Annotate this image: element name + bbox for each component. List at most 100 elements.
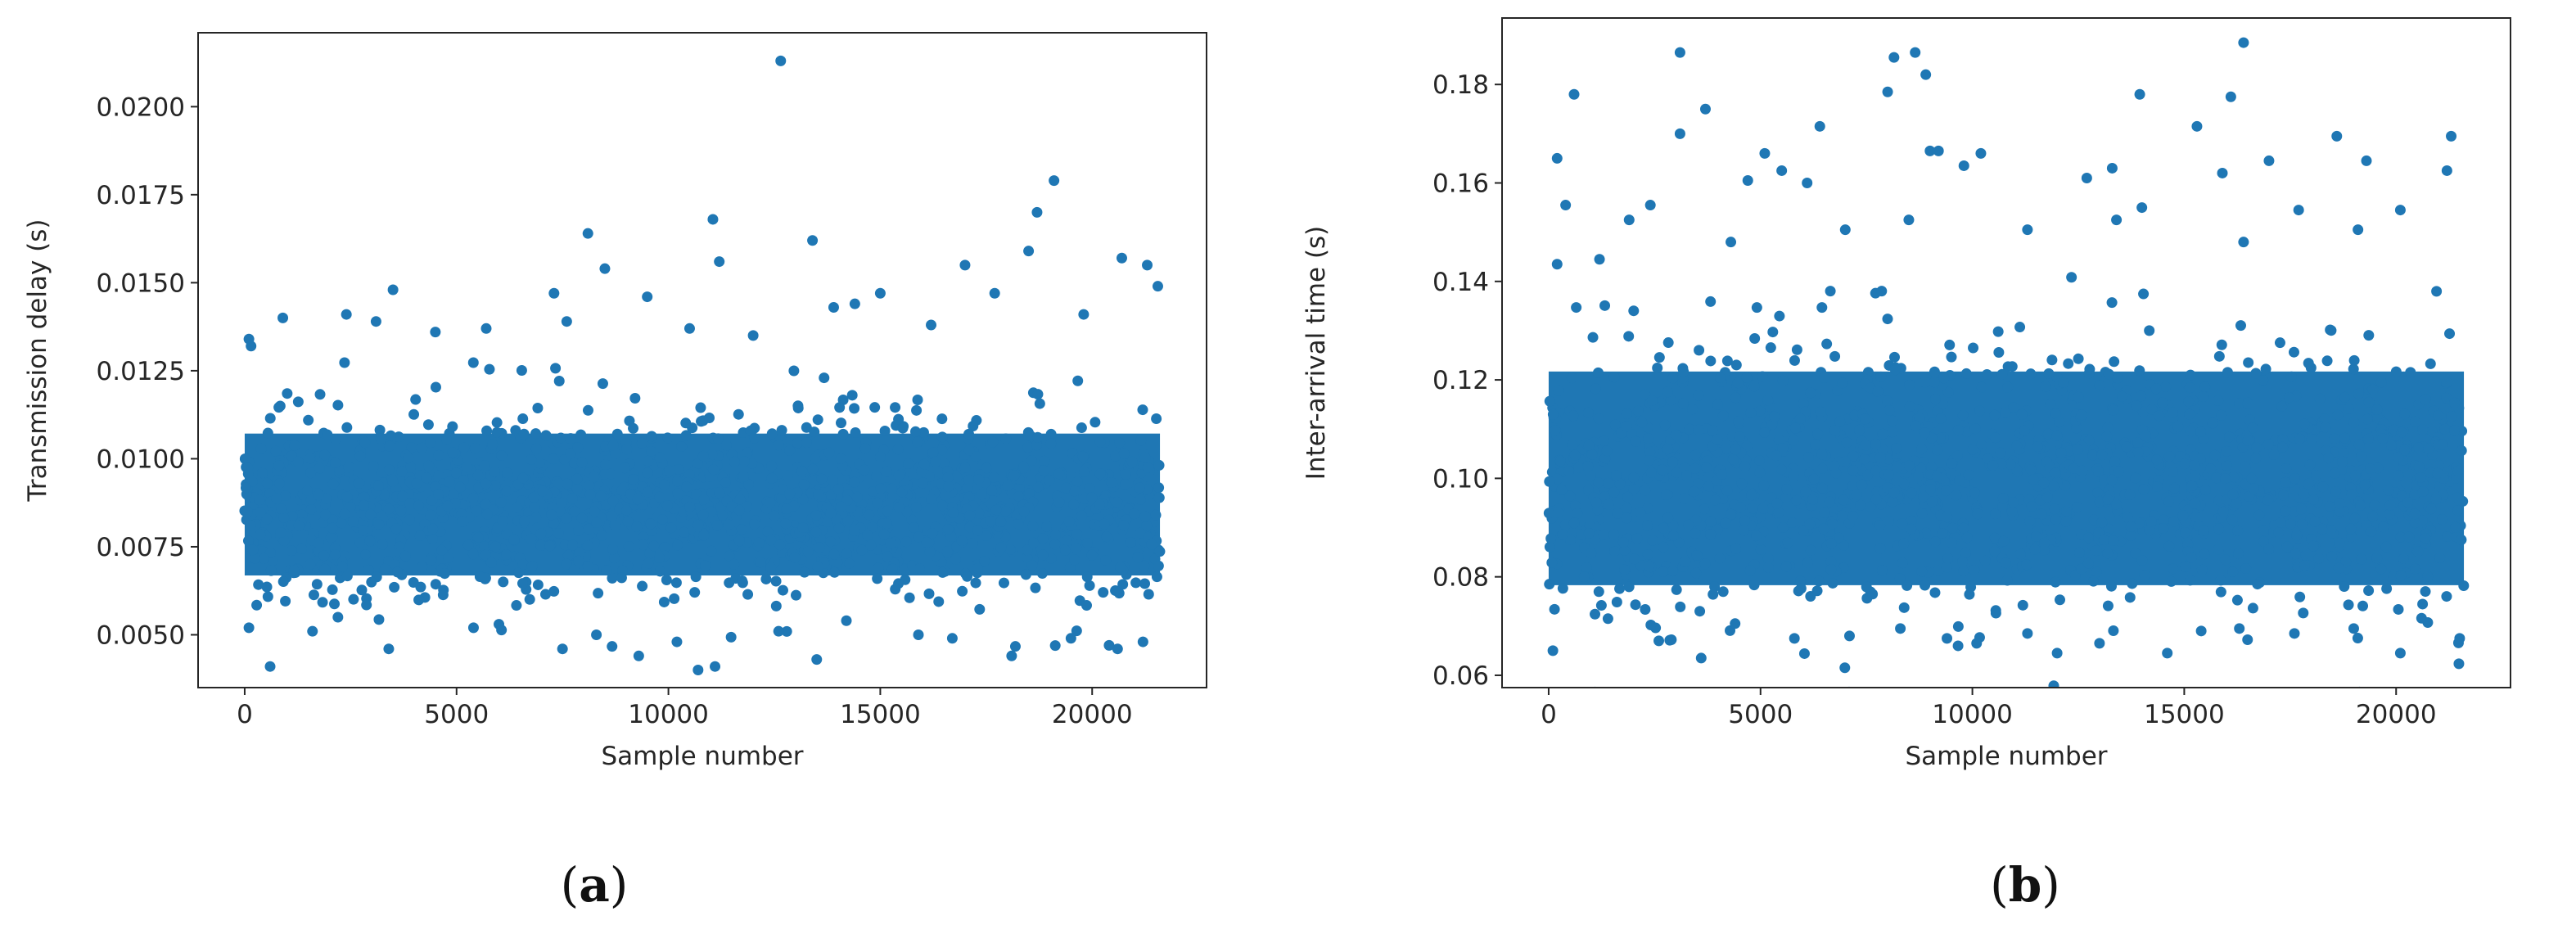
point bbox=[2064, 445, 2075, 457]
point bbox=[1013, 518, 1024, 530]
point bbox=[1645, 467, 1657, 478]
point bbox=[296, 509, 308, 521]
point bbox=[1694, 606, 1706, 617]
point bbox=[1602, 613, 1613, 625]
point bbox=[1023, 488, 1035, 499]
point bbox=[2369, 499, 2380, 511]
point bbox=[2091, 566, 2102, 578]
point bbox=[495, 496, 507, 508]
point bbox=[897, 422, 909, 434]
point bbox=[1780, 561, 1792, 572]
point bbox=[981, 462, 992, 474]
point bbox=[742, 589, 754, 600]
point bbox=[389, 581, 400, 593]
point bbox=[2168, 563, 2179, 575]
point bbox=[425, 509, 436, 521]
point bbox=[1674, 128, 1685, 139]
point bbox=[816, 473, 828, 485]
point bbox=[582, 561, 593, 572]
point bbox=[788, 365, 800, 377]
point bbox=[2244, 414, 2255, 426]
point bbox=[359, 437, 371, 449]
point bbox=[2294, 433, 2305, 444]
point bbox=[1632, 405, 1644, 417]
point bbox=[1773, 434, 1784, 445]
point bbox=[360, 549, 372, 561]
point bbox=[2310, 470, 2321, 481]
point bbox=[502, 467, 513, 479]
point bbox=[2050, 576, 2061, 588]
point bbox=[1865, 501, 1876, 512]
point bbox=[1954, 475, 1965, 486]
point bbox=[801, 437, 812, 449]
point bbox=[2380, 541, 2392, 553]
y-axis-label: Inter-arrival time (s) bbox=[1302, 226, 1331, 481]
point bbox=[1691, 549, 1703, 561]
point bbox=[1568, 517, 1580, 529]
point bbox=[827, 474, 838, 485]
caption-b-close: ) bbox=[2041, 857, 2060, 913]
point bbox=[2280, 476, 2291, 488]
point bbox=[2109, 356, 2120, 368]
point bbox=[681, 481, 692, 493]
point bbox=[278, 535, 290, 547]
point bbox=[1049, 640, 1061, 652]
y-tick-label: 0.0175 bbox=[97, 181, 185, 210]
point bbox=[2439, 423, 2451, 435]
point bbox=[1904, 401, 1915, 413]
point bbox=[1867, 589, 1879, 600]
point bbox=[1658, 522, 1669, 534]
point bbox=[833, 522, 845, 534]
point bbox=[1933, 145, 1944, 156]
point bbox=[1567, 440, 1578, 451]
point bbox=[530, 428, 542, 440]
point bbox=[1883, 469, 1894, 481]
point bbox=[2432, 467, 2443, 479]
point bbox=[1721, 444, 1732, 455]
point bbox=[2168, 516, 2180, 527]
point bbox=[2375, 563, 2387, 575]
point bbox=[2094, 638, 2105, 649]
point bbox=[654, 566, 665, 577]
point bbox=[812, 414, 823, 426]
point bbox=[417, 442, 428, 453]
point bbox=[1946, 537, 1957, 548]
point bbox=[2150, 383, 2162, 395]
point bbox=[2026, 501, 2037, 512]
point bbox=[1965, 581, 1977, 593]
point bbox=[296, 543, 308, 554]
point bbox=[1720, 517, 1731, 529]
point bbox=[330, 434, 341, 445]
point bbox=[571, 483, 583, 494]
point bbox=[1679, 493, 1690, 504]
point bbox=[273, 478, 285, 490]
point bbox=[2137, 406, 2149, 417]
point bbox=[1829, 460, 1840, 472]
point bbox=[2289, 628, 2300, 639]
point bbox=[566, 493, 578, 504]
point bbox=[246, 476, 258, 487]
point bbox=[1725, 508, 1736, 520]
point bbox=[924, 546, 936, 557]
point bbox=[2032, 441, 2043, 453]
point bbox=[1736, 478, 1748, 490]
point bbox=[1888, 487, 1900, 499]
point bbox=[404, 497, 416, 508]
point bbox=[1979, 555, 1991, 566]
point bbox=[707, 214, 719, 225]
point bbox=[569, 506, 580, 517]
point bbox=[828, 548, 840, 560]
point bbox=[548, 453, 559, 465]
point bbox=[1595, 600, 1607, 611]
point bbox=[971, 415, 982, 426]
point bbox=[620, 504, 632, 516]
point bbox=[2425, 503, 2437, 515]
point bbox=[633, 650, 644, 661]
point bbox=[1139, 511, 1151, 522]
point bbox=[408, 408, 420, 420]
point bbox=[828, 301, 839, 313]
point bbox=[1139, 560, 1150, 571]
point bbox=[2063, 358, 2074, 369]
point bbox=[2136, 390, 2147, 402]
point bbox=[638, 531, 649, 543]
